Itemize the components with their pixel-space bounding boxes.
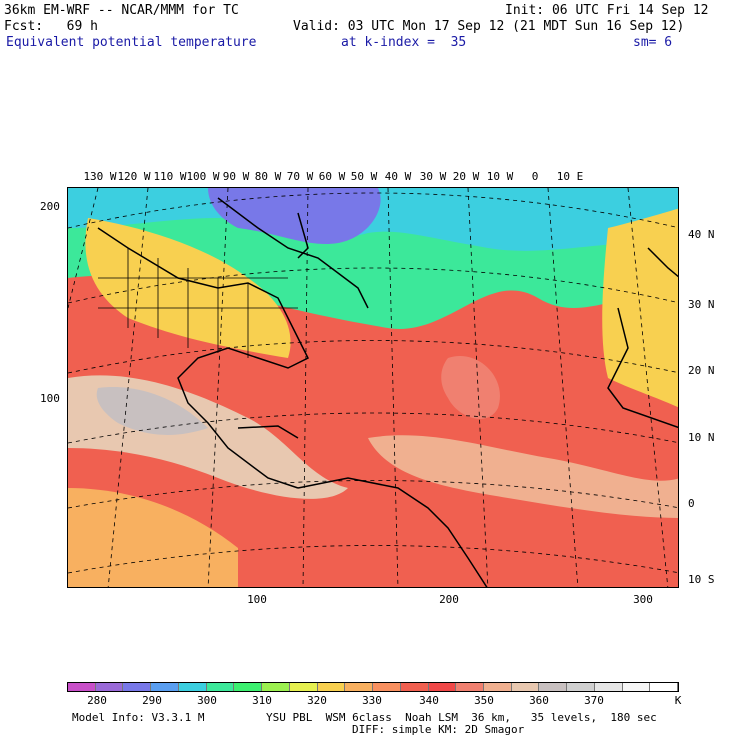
state-boundaries — [98, 248, 298, 358]
graticule-30n — [68, 267, 678, 304]
lat-label: 10 N — [688, 431, 715, 444]
graticule-40n — [68, 192, 678, 229]
coast-iberia — [647, 247, 678, 278]
colorbar-swatch — [345, 683, 374, 691]
lon-label: 0 — [531, 170, 539, 183]
grid-x-tick: 100 — [247, 593, 267, 606]
colorbar-swatch — [484, 683, 512, 691]
colorbar-swatch — [622, 683, 651, 691]
colorbar-label: 320 — [307, 694, 327, 707]
colorbar — [67, 682, 679, 692]
grid-y-tick: 200 — [40, 200, 60, 213]
lon-label: 90 W — [222, 170, 250, 183]
colorbar-swatch — [428, 683, 457, 691]
graticule-0 — [68, 480, 678, 509]
diffusion-info: DIFF: simple KM: 2D Smagor — [352, 723, 525, 736]
coast-north-america — [97, 227, 310, 489]
graticule-20n — [68, 340, 678, 374]
coast-cuba — [237, 425, 299, 439]
grid-x-tick: 200 — [439, 593, 459, 606]
colorbar-swatch — [178, 683, 207, 691]
lon-label: 50 W — [350, 170, 378, 183]
lat-label: 40 N — [688, 228, 715, 241]
field-itcz-band — [368, 435, 678, 518]
model-title: 36km EM-WRF -- NCAR/MMM for TC — [4, 3, 239, 18]
lat-label: 30 N — [688, 298, 715, 311]
colorbar-swatch — [373, 683, 401, 691]
colorbar-label: 300 — [197, 694, 217, 707]
lat-label: 0 — [688, 497, 695, 510]
lat-label: 20 N — [688, 364, 715, 377]
colorbar-swatch — [68, 683, 96, 691]
physics-info: YSU PBL WSM 6class Noah LSM 36 km, 35 le… — [266, 711, 657, 724]
theta-e-map — [67, 187, 679, 588]
colorbar-swatch — [567, 683, 595, 691]
forecast-hour: Fcst: 69 h — [4, 19, 98, 34]
coastlines — [97, 197, 678, 587]
lon-label: 80 W — [254, 170, 282, 183]
valid-time: Valid: 03 UTC Mon 17 Sep 12 (21 MDT Sun … — [293, 19, 685, 34]
field-cold-core — [208, 188, 381, 245]
lon-label: 110 W — [153, 170, 187, 183]
lon-label: 60 W — [318, 170, 346, 183]
colorbar-label: 310 — [252, 694, 272, 707]
coast-africa — [607, 307, 678, 429]
coast-canada — [217, 197, 369, 309]
colorbar-label: 330 — [362, 694, 382, 707]
lon-label: 40 W — [384, 170, 412, 183]
colorbar-label: 360 — [529, 694, 549, 707]
colorbar-swatch — [456, 683, 485, 691]
colorbar-label: 280 — [87, 694, 107, 707]
colorbar-label: 290 — [142, 694, 162, 707]
colorbar-swatch — [206, 683, 235, 691]
init-time: Init: 06 UTC Fri 14 Sep 12 — [505, 3, 709, 18]
lon-label: 100 W — [186, 170, 220, 183]
lon-label: 120 W — [117, 170, 151, 183]
colorbar-swatch — [289, 683, 318, 691]
colorbar-swatch — [95, 683, 124, 691]
lon-label: 10 E — [556, 170, 584, 183]
lon-label: 20 W — [452, 170, 480, 183]
map-canvas — [68, 188, 678, 587]
colorbar-swatch — [234, 683, 263, 691]
level-info: at k-index = 35 — [341, 35, 467, 50]
field-name: Equivalent potential temperature — [6, 35, 257, 50]
lon-label: 130 W — [83, 170, 117, 183]
colorbar-swatch — [262, 683, 290, 691]
graticule-10s — [68, 545, 678, 574]
colorbar-label: 340 — [419, 694, 439, 707]
colorbar-swatch — [123, 683, 152, 691]
colorbar-swatch — [151, 683, 179, 691]
grid-y-tick: 100 — [40, 392, 60, 405]
coast-south-america — [297, 477, 488, 587]
colorbar-label: 350 — [474, 694, 494, 707]
graticule — [68, 188, 678, 587]
grid-x-tick: 300 — [633, 593, 653, 606]
colorbar-swatch — [539, 683, 568, 691]
model-info: Model Info: V3.3.1 M — [72, 711, 205, 724]
colorbar-swatch — [650, 683, 679, 691]
state-grid — [98, 248, 298, 358]
colorbar-label: K — [674, 694, 682, 707]
colorbar-label: 370 — [584, 694, 604, 707]
colorbar-swatch — [594, 683, 623, 691]
lon-label: 70 W — [286, 170, 314, 183]
lon-label: 30 W — [419, 170, 447, 183]
colorbar-swatch — [400, 683, 429, 691]
lat-label: 10 S — [688, 573, 715, 586]
colorbar-swatch — [317, 683, 346, 691]
colorbar-swatch — [511, 683, 540, 691]
lon-label: 10 W — [486, 170, 514, 183]
coast-hudson-bay — [297, 212, 309, 259]
smoothing-info: sm= 6 — [633, 35, 673, 50]
graticule-10n — [68, 412, 678, 444]
graticule-meridians — [68, 188, 669, 587]
field-gulf-patch — [96, 387, 208, 435]
field-atlantic-swirl — [441, 356, 500, 419]
